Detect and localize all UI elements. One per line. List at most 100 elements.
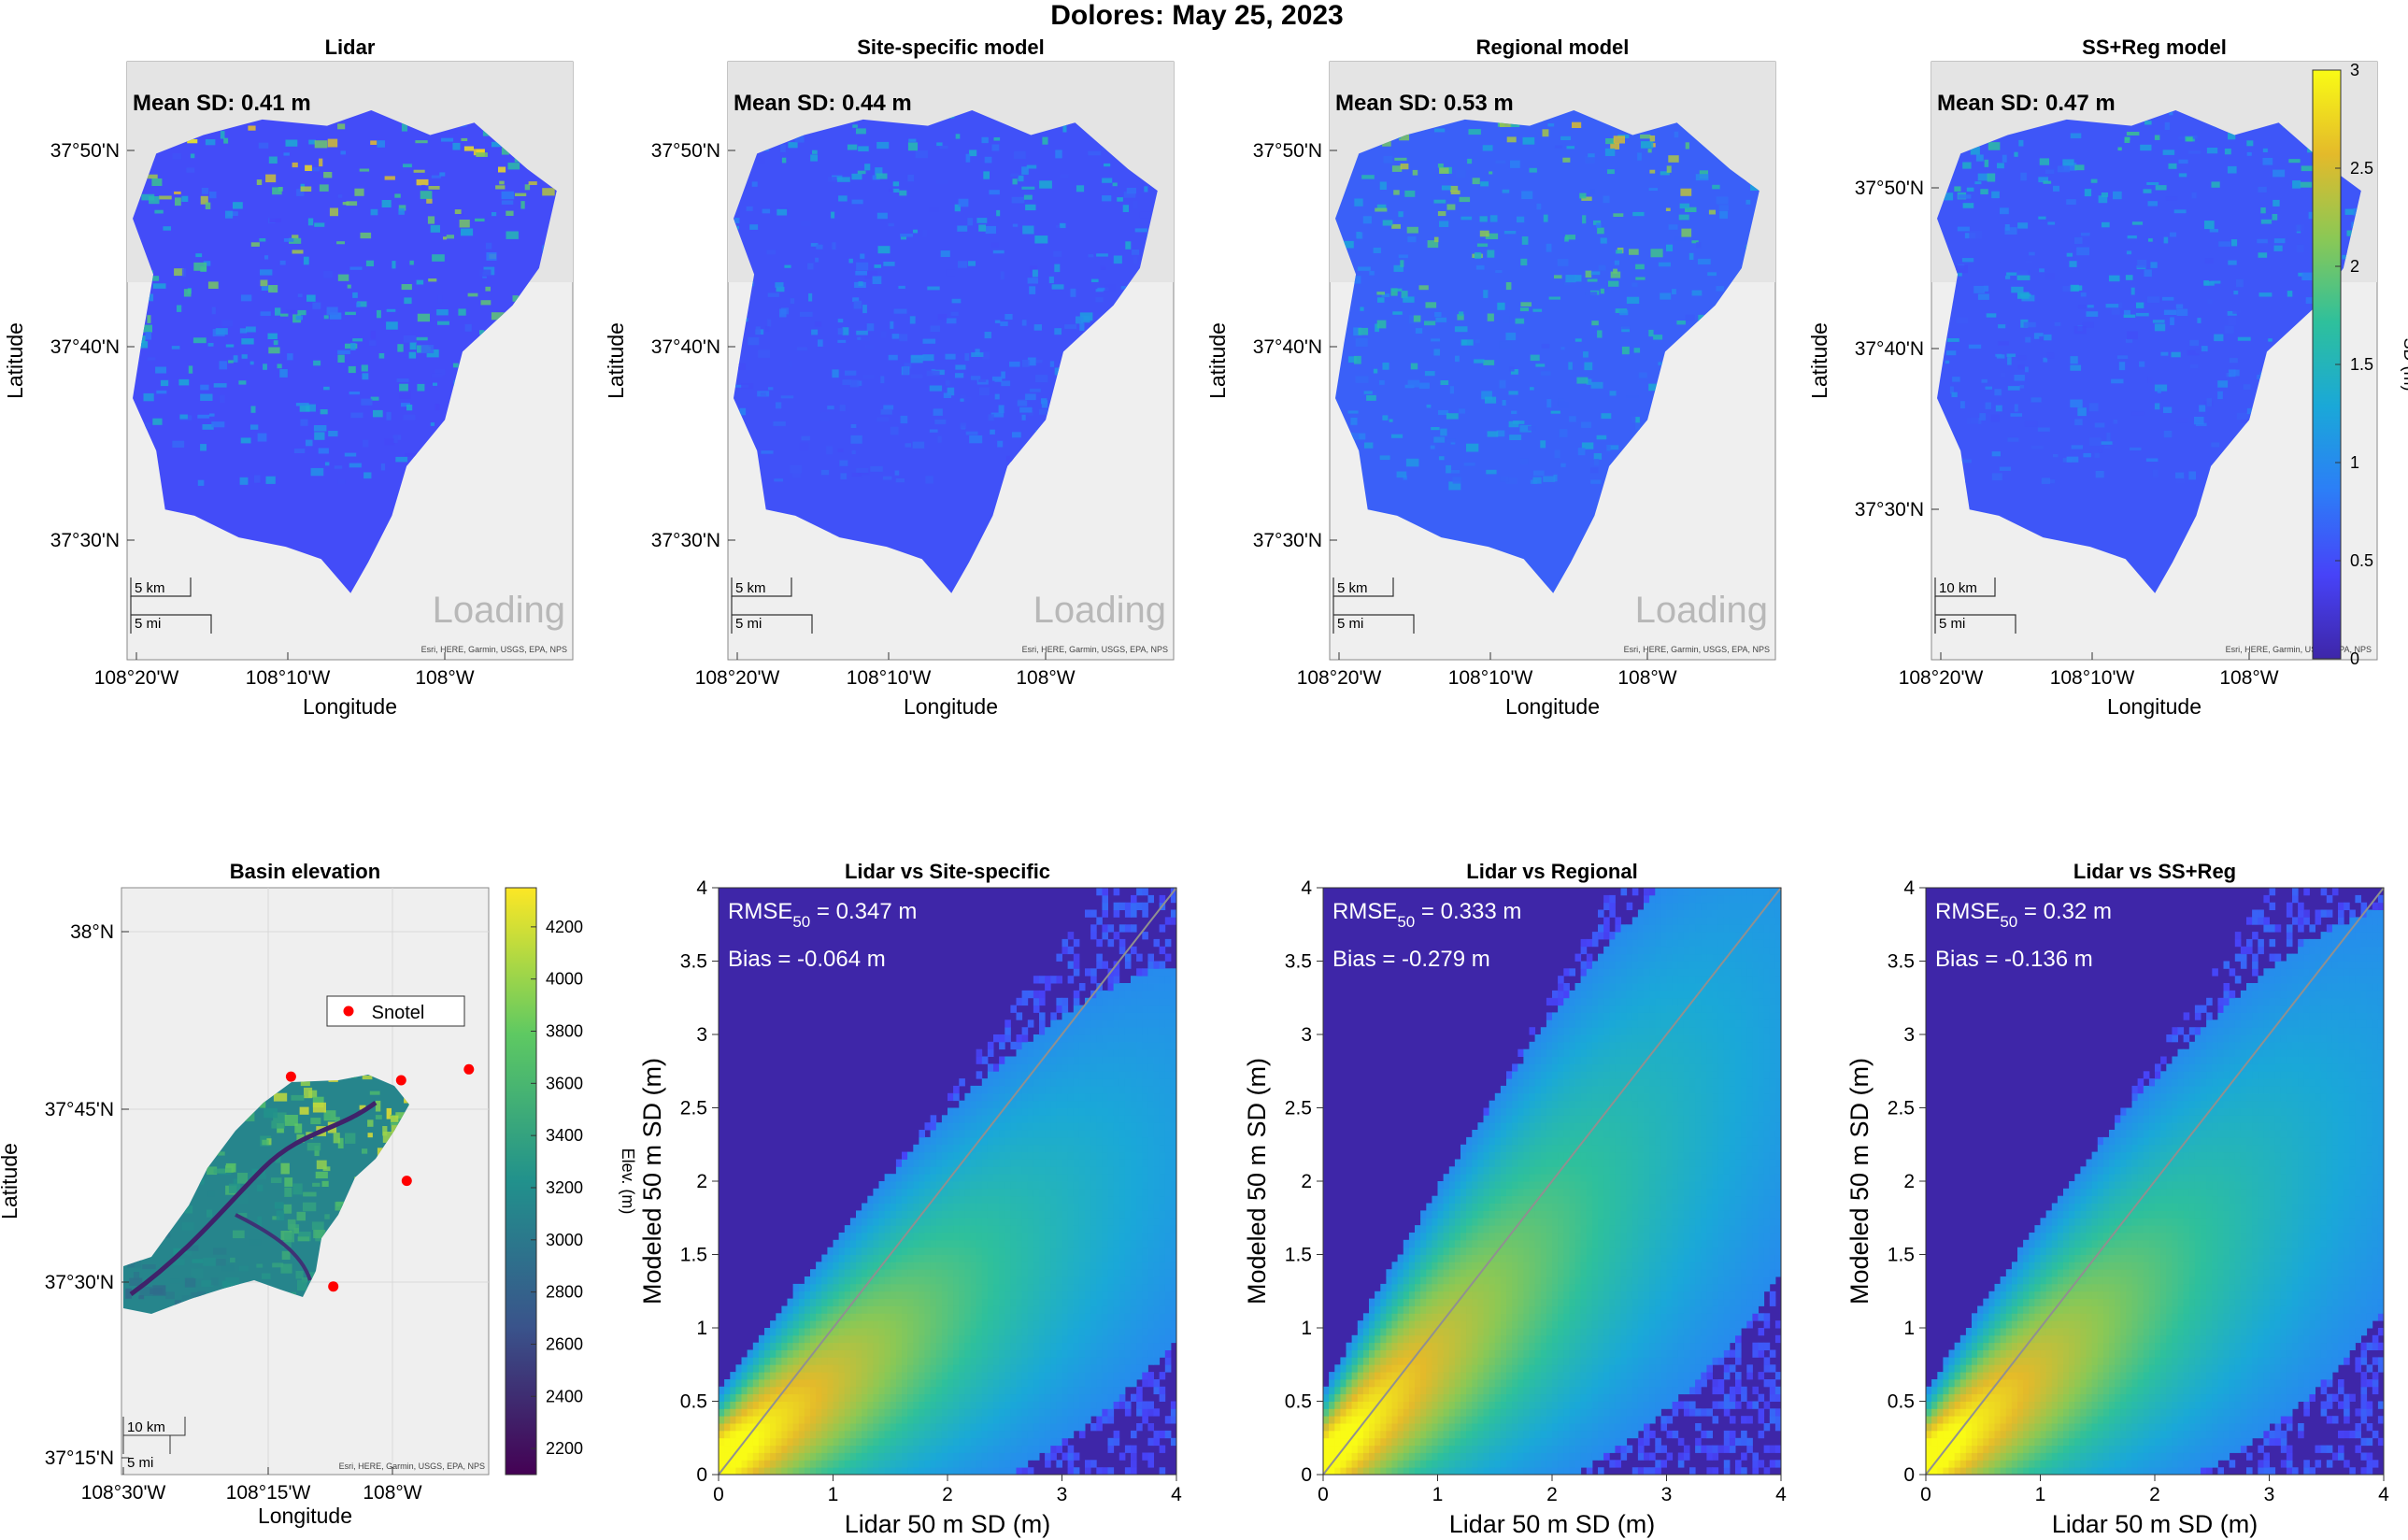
basin-sd-raster [1937,110,2361,593]
histogram-cell [1067,961,1075,969]
sd-pixel [323,386,330,391]
sd-pixel [1500,476,1509,482]
histogram-cell [913,1151,919,1160]
histogram-cell [964,1130,971,1138]
sd-pixel [386,411,392,421]
map-title: Lidar [325,36,376,59]
histogram-cell [907,1239,914,1248]
histogram-cell [993,1166,1000,1175]
sd-pixel [1450,190,1460,194]
sd-pixel [1999,466,2011,471]
histogram-cell [1062,1225,1069,1233]
histogram-cell [1045,1085,1051,1094]
elevation-pixel [297,1279,307,1291]
histogram-cell [1045,1063,1051,1072]
sd-pixel [360,232,372,239]
histogram-cell [895,1276,903,1285]
histogram-cell [1078,1247,1086,1255]
histogram-cell [1033,1078,1040,1087]
histogram-cell [741,1372,748,1380]
elevation-pixel [233,1230,245,1239]
histogram-cell [890,1254,897,1262]
sd-pixel [2006,353,2016,357]
histogram-cell [948,1159,954,1167]
x-axis-label: Longitude [303,694,397,719]
sd-pixel [225,210,234,219]
histogram-cell [1039,1071,1046,1079]
sd-pixel [939,146,948,150]
histogram-cell [1073,1078,1080,1087]
histogram-cell [993,1239,1000,1248]
histogram-cell [867,1320,874,1329]
histogram-cell [730,1437,736,1447]
histogram-cell [919,1430,925,1439]
sd-pixel [1998,341,2009,346]
histogram-cell [902,1181,908,1190]
histogram-cell [919,1379,925,1388]
sd-pixel [1600,237,1607,244]
sd-pixel [1053,250,1062,257]
histogram-cell [816,1379,822,1388]
histogram-cell [1010,1386,1017,1395]
histogram-cell [810,1313,817,1321]
histogram-cell [999,1357,1005,1365]
histogram-cell [1050,1254,1057,1262]
sd-pixel [2305,297,2316,304]
histogram-cell [895,1349,903,1358]
histogram-cell [1027,1195,1034,1204]
histogram-cell [1056,1430,1062,1439]
sd-pixel [404,297,412,305]
elevation-pixel [306,1142,321,1151]
sd-pixel [2163,430,2173,438]
histogram-cell [1078,1349,1086,1358]
sd-pixel [142,324,152,333]
histogram-cell [878,1416,886,1424]
sd-pixel [1666,244,1673,251]
histogram-cell [1039,1122,1046,1131]
histogram-cell [884,1283,891,1292]
histogram-cell [999,1334,1005,1344]
sd-pixel [856,262,869,271]
histogram-cell [959,1408,965,1417]
histogram-cell [1067,1269,1075,1277]
histogram-cell [959,1313,965,1321]
histogram-cell [1045,1423,1051,1432]
histogram-cell [987,1313,994,1321]
histogram-cell [838,1393,846,1402]
histogram-cell [1027,1467,1034,1476]
histogram-cell [867,1386,874,1395]
histogram-cell [924,1379,932,1388]
histogram-cell [1085,1012,1091,1020]
y-axis-label: Latitude [3,322,27,399]
sd-pixel [459,220,470,228]
histogram-cell [959,1305,965,1314]
sd-pixel [398,353,412,358]
histogram-cell [999,1269,1005,1277]
sd-pixel [811,329,819,335]
histogram-cell [1005,1328,1011,1336]
sd-pixel [2038,216,2046,220]
histogram-cell [719,1423,725,1432]
histogram-cell [1078,1334,1086,1344]
histogram-cell [752,1372,760,1380]
lat-tick-label: 37°45'N [45,1099,114,1120]
histogram-cell [987,1430,994,1439]
histogram-cell [924,1334,932,1344]
sd-pixel [1021,320,1027,326]
lon-tick-label: 108°W [1617,667,1676,689]
histogram-cell [902,1342,908,1350]
histogram-cell [1016,1408,1023,1417]
histogram-cell [1056,1320,1062,1329]
histogram-cell [930,1342,937,1350]
sd-pixel [370,140,378,145]
sd-pixel [1697,258,1711,264]
histogram-cell [964,1188,971,1197]
histogram-cell [792,1379,800,1388]
sd-pixel [498,166,506,173]
sd-pixel [836,177,850,182]
histogram-cell [913,1320,919,1329]
sd-pixel [1391,223,1401,229]
histogram-cell [959,1372,965,1380]
histogram-cell [895,1181,903,1190]
histogram-cell [959,1290,965,1300]
